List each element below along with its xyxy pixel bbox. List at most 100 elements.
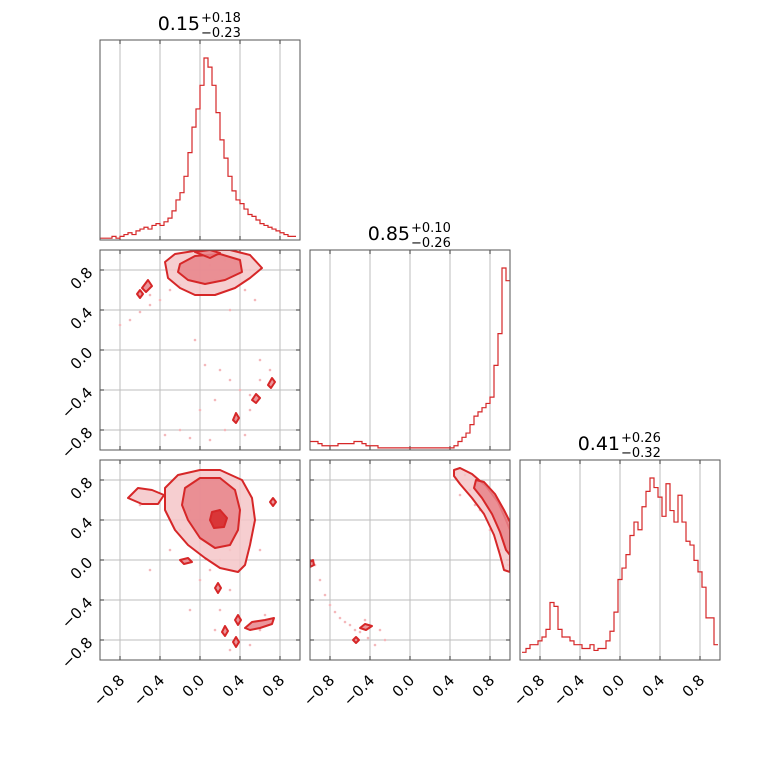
scatter-panel-p0-vs-p2 [99,459,301,661]
histogram-step-line [310,267,510,449]
contour-core [209,509,228,529]
sample-point [343,620,347,624]
title-param-0: 0.15 +0.18 −0.23 [158,11,241,41]
sample-point [228,588,232,592]
x-tick-label: 0.4 [639,671,669,701]
sample-point [338,616,342,620]
contour-island [251,393,261,404]
sample-point [258,358,262,362]
sample-point [243,433,247,437]
y-tick-label: 0.8 [67,264,97,294]
sample-point [248,643,252,647]
sample-point [228,648,232,652]
sample-point [323,593,327,597]
sample-point [318,578,322,582]
sample-point [358,630,362,634]
panel-frame [309,249,511,451]
sample-point [163,433,167,437]
x-tick-label: −0.8 [90,671,128,709]
tick-labels: −0.8 −0.4 0.0 0.4 0.8 −0.8 −0.4 0.0 0.4 0.8 −0.8 −0… [58,264,708,710]
panel-frame [99,249,301,451]
sample-point [148,303,152,307]
svg-text:−0.26: −0.26 [411,236,451,251]
x-tick-label: 0.4 [429,671,459,701]
svg-text:+0.18: +0.18 [201,11,241,26]
contour-island [244,617,275,631]
sample-point [148,293,152,297]
median-value: 0.85 [368,223,410,245]
contour-island [267,377,276,389]
sample-point [348,623,352,627]
contour-island [359,623,373,631]
sample-point [258,548,262,552]
x-tick-label: −0.4 [550,671,588,709]
x-tick-label: 0.0 [179,671,209,701]
contour-island [141,279,153,293]
sample-point [218,608,222,612]
contour-island [136,289,144,299]
sample-point [258,628,262,632]
svg-text:−0.32: −0.32 [621,446,661,461]
sample-point [228,378,232,382]
lower-error: −0.32 [621,446,661,461]
y-tick-label: 0.0 [67,344,97,374]
contour-inner [473,479,510,556]
upper-error: +0.10 [411,221,451,236]
median-value: 0.15 [158,13,200,35]
sample-point [168,548,172,552]
sample-point [118,323,122,327]
x-tick-label: 0.0 [599,671,629,701]
x-tick-label: 0.8 [469,671,499,701]
lower-error: −0.26 [411,236,451,251]
svg-text:0.85: 0.85 [368,223,410,245]
contour-island [352,636,360,644]
sample-point [243,288,247,292]
x-tick-label: 0.8 [259,671,289,701]
plot-area [310,467,510,647]
histogram-param-2 [519,459,721,661]
x-tick-label: −0.4 [130,671,168,709]
contour-island [214,582,222,594]
sample-point [366,636,370,640]
title-param-1: 0.85 +0.10 −0.26 [368,221,451,251]
median-value: 0.41 [578,433,620,455]
plot-area [118,250,276,442]
title-param-2: 0.41 +0.26 −0.32 [578,431,661,461]
sample-point [208,438,212,442]
x-tick-label: 0.8 [679,671,709,701]
sample-point [458,493,462,497]
contour-island [232,636,240,648]
sample-point [223,428,227,432]
sample-point [168,288,172,292]
sample-point [268,368,272,372]
sample-point [258,378,262,382]
upper-error: +0.26 [621,431,661,446]
sample-point [128,318,132,322]
contour-island [310,559,315,568]
sample-point [378,628,382,632]
upper-error: +0.18 [201,11,241,26]
x-tick-label: 0.4 [219,671,249,701]
x-tick-label: −0.8 [300,671,338,709]
histogram-step-line [100,57,296,239]
contour-island [221,625,229,637]
sample-point [198,578,202,582]
x-tick-label: −0.4 [340,671,378,709]
sample-point [198,408,202,412]
y-tick-label: −0.8 [58,424,96,462]
sample-point [193,338,197,342]
plot-area [127,469,277,652]
contour-island [269,497,277,507]
y-tick-label: −0.4 [58,384,96,422]
panel-frame [99,39,301,241]
svg-text:+0.10: +0.10 [411,221,451,236]
svg-text:+0.26: +0.26 [621,431,661,446]
svg-text:0.41: 0.41 [578,433,620,455]
histogram-param-0 [99,39,301,241]
x-tick-label: −0.8 [510,671,548,709]
sample-point [373,643,377,647]
sample-point [218,368,222,372]
panel-frame [309,459,511,661]
contour-island [179,557,193,565]
sample-point [333,610,337,614]
